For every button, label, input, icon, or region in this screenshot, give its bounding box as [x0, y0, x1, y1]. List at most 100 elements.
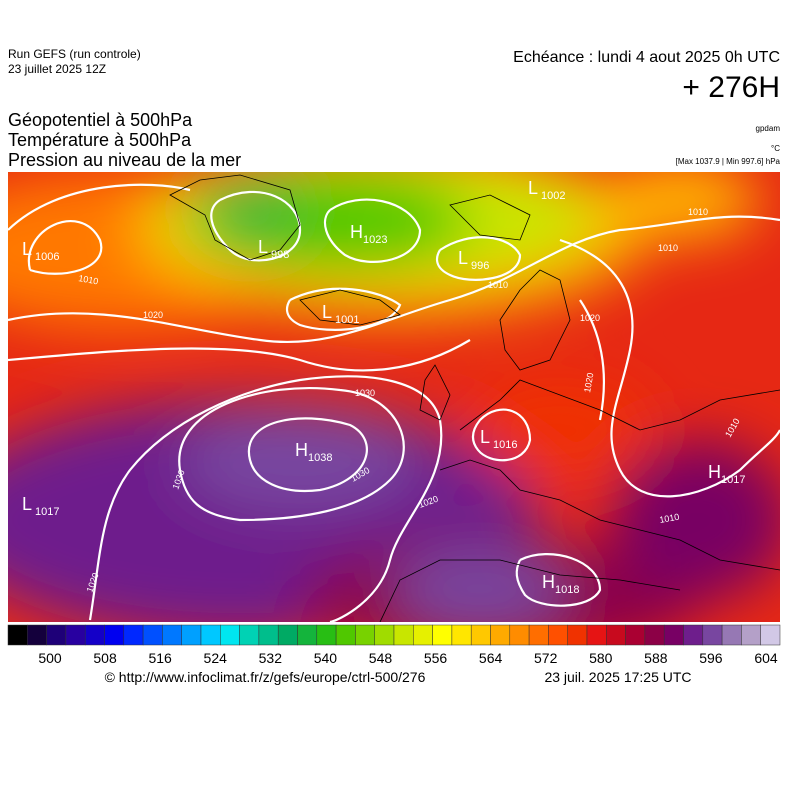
colorbar-swatch — [46, 624, 67, 646]
contour-label: 1010 — [688, 207, 708, 217]
colorbar-label: 556 — [424, 650, 448, 666]
contour-label: 1010 — [659, 512, 680, 525]
center-letter: L — [258, 237, 268, 257]
colorbar-swatch — [393, 624, 414, 646]
colorbar-swatch — [277, 624, 298, 646]
contour-label: 1020 — [580, 313, 600, 323]
colorbar-swatch — [606, 624, 626, 646]
colorbar: 500 508 516 524 532 540 548 556 564 572 580 588 596 6… — [7, 624, 781, 666]
colorbar-swatch — [181, 624, 202, 646]
colorbar-swatch — [721, 624, 742, 646]
colorbar-swatch — [239, 624, 260, 646]
title: Géopotentiel à 500hPa — [8, 110, 193, 130]
center-value: 998 — [271, 249, 289, 261]
run-date: 23 juillet 2025 12Z — [8, 62, 106, 76]
center-letter: H — [708, 462, 721, 482]
colorbar-swatch — [567, 624, 588, 646]
colorbar-label: 508 — [93, 650, 117, 666]
center-value: 1002 — [541, 190, 565, 202]
colorbar-swatch — [258, 624, 279, 646]
center-letter: L — [528, 178, 538, 198]
colorbar-swatch — [65, 624, 86, 646]
source-url: © http://www.infoclimat.fr/z/gefs/europe… — [105, 669, 426, 685]
generated-time: 23 juil. 2025 17:25 UTC — [544, 669, 691, 685]
colorbar-swatch — [625, 624, 646, 646]
contour-label: 1010 — [658, 243, 678, 253]
run-name: Run GEFS (run controle) — [8, 47, 141, 61]
colorbar-swatch — [316, 624, 337, 646]
colorbar-swatch — [7, 624, 28, 646]
colorbar-swatch — [123, 624, 144, 646]
colorbar-label: 548 — [369, 650, 393, 666]
center-value: 1018 — [555, 584, 579, 596]
colorbar-swatch — [27, 624, 47, 646]
colorbar-label: 500 — [38, 650, 62, 666]
center-letter: H — [295, 440, 308, 460]
center-value: 1017 — [35, 506, 59, 518]
colorbar-swatch — [741, 624, 761, 646]
colorbar-swatch — [220, 624, 240, 646]
center-letter: L — [458, 248, 468, 268]
contour-label: 1020 — [582, 372, 595, 393]
unit: gpdam — [756, 124, 781, 133]
colorbar-swatch — [104, 624, 125, 646]
colorbar-label: 532 — [259, 650, 283, 666]
contour-label: 1020 — [143, 310, 163, 320]
colorbar-swatch — [432, 624, 453, 646]
colorbar-swatch — [644, 624, 665, 646]
colorbar-swatch — [683, 624, 704, 646]
colorbar-label: 588 — [644, 650, 668, 666]
center-letter: H — [350, 222, 363, 242]
colorbar-swatch — [663, 624, 684, 646]
colorbar-swatch — [760, 624, 781, 646]
colorbar-swatch — [509, 624, 530, 646]
colorbar-swatch — [548, 624, 568, 646]
colorbar-label: 564 — [479, 650, 503, 666]
unit: °C — [771, 144, 780, 153]
center-value: 1017 — [721, 474, 745, 486]
title: Pression au niveau de la mer — [8, 150, 241, 170]
colorbar-label: 596 — [699, 650, 723, 666]
forecast-time: Echéance : lundi 4 aout 2025 0h UTC — [513, 49, 780, 66]
colorbar-label: 540 — [314, 650, 338, 666]
colorbar-label: 572 — [534, 650, 558, 666]
colorbar-swatch — [528, 624, 549, 646]
colorbar-label: 604 — [754, 650, 778, 666]
map — [8, 172, 780, 622]
unit: [Max 1037.9 | Min 997.6] hPa — [676, 157, 781, 166]
colorbar-swatch — [200, 624, 221, 646]
title: Température à 500hPa — [8, 130, 192, 150]
colorbar-swatch — [84, 624, 105, 646]
colorbar-swatch — [335, 624, 356, 646]
lead-time: + 276H — [682, 71, 780, 104]
colorbar-swatch — [142, 624, 163, 646]
colorbar-label: 580 — [589, 650, 613, 666]
colorbar-label: 516 — [148, 650, 172, 666]
colorbar-swatch — [162, 624, 182, 646]
colorbar-swatch — [702, 624, 723, 646]
colorbar-swatch — [297, 624, 318, 646]
center-letter: H — [542, 572, 555, 592]
colorbar-swatch — [586, 624, 607, 646]
center-letter: L — [22, 494, 32, 514]
contour-label: 1030 — [355, 388, 375, 398]
center-letter: L — [22, 239, 32, 259]
center-value: 1001 — [335, 314, 359, 326]
colorbar-swatch — [490, 624, 511, 646]
center-value: 1023 — [363, 234, 387, 246]
colorbar-swatch — [451, 624, 472, 646]
center-value: 1038 — [308, 452, 332, 464]
center-value: 1006 — [35, 251, 59, 263]
colorbar-swatch — [355, 624, 375, 646]
colorbar-label: 524 — [204, 650, 228, 666]
center-value: 996 — [471, 260, 489, 272]
contour-label: 1010 — [488, 280, 508, 290]
colorbar-swatch — [470, 624, 491, 646]
center-letter: L — [322, 302, 332, 322]
contour-label: 1010 — [78, 273, 99, 286]
center-letter: L — [480, 427, 490, 447]
center-value: 1016 — [493, 439, 517, 451]
